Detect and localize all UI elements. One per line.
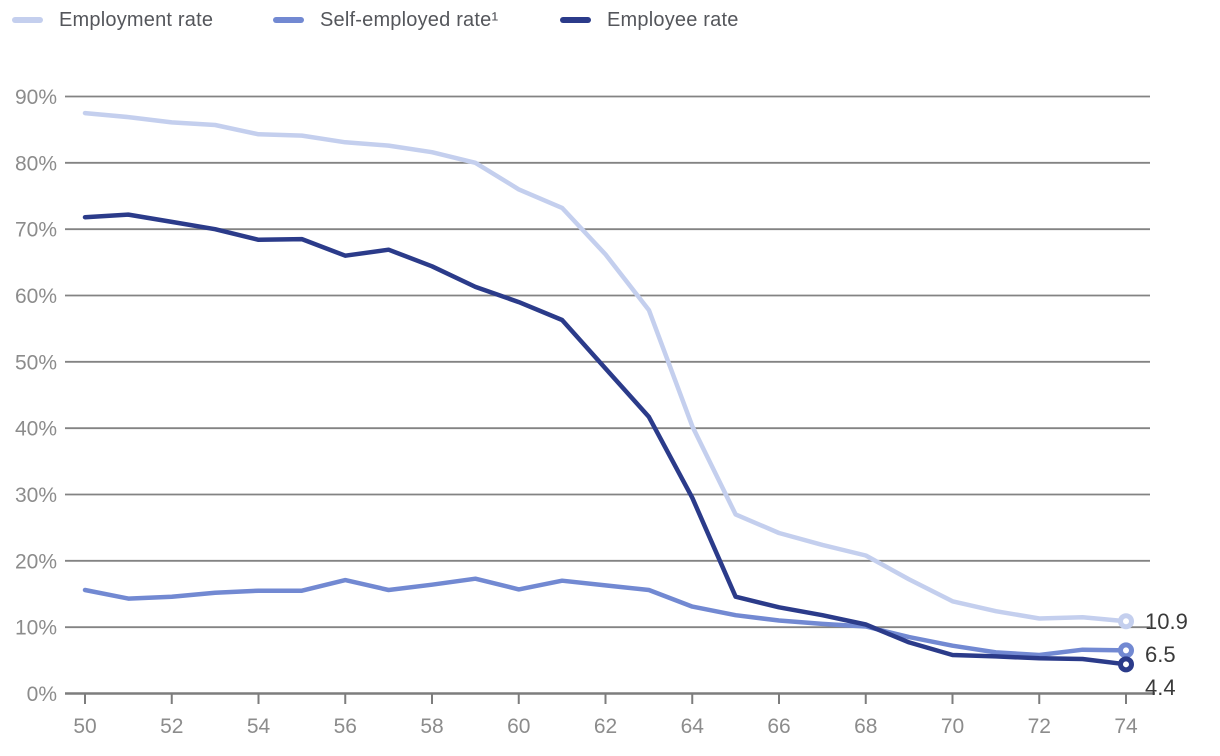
y-axis-label: 90% xyxy=(15,86,57,109)
x-axis-label: 56 xyxy=(334,715,357,738)
y-axis-label: 40% xyxy=(15,418,57,441)
legend-item-employment-rate: Employment rate xyxy=(12,8,213,32)
series-end-value-label-employee-rate: 4.4 xyxy=(1145,675,1176,700)
legend-swatch-self-employed-rate xyxy=(273,17,304,23)
series-end-marker-self-employed-rate xyxy=(1118,642,1134,659)
series-line-employment-rate xyxy=(82,110,1129,624)
y-axis-label: 30% xyxy=(15,484,57,507)
legend-label-employment-rate: Employment rate xyxy=(59,8,214,31)
legend-item-employee-rate: Employee rate xyxy=(560,8,739,32)
legend: Employment rate Self-employed rate¹ Empl… xyxy=(0,0,1220,40)
y-axis-label: 50% xyxy=(15,351,57,374)
x-axis-label: 70 xyxy=(941,715,964,738)
legend-label-self-employed-rate: Self-employed rate¹ xyxy=(320,8,499,31)
series-end-marker-employment-rate xyxy=(1118,613,1134,630)
x-axis-label: 50 xyxy=(73,715,96,738)
legend-label-employee-rate: Employee rate xyxy=(607,8,739,31)
y-axis-label: 20% xyxy=(15,550,57,573)
legend-item-self-employed-rate: Self-employed rate¹ xyxy=(273,8,498,32)
x-axis-label: 60 xyxy=(507,715,530,738)
series-line-self-employed-rate xyxy=(82,576,1129,658)
x-axis-label: 52 xyxy=(160,715,183,738)
x-axis-label: 64 xyxy=(681,715,705,738)
series-line-employee-rate xyxy=(82,212,1129,667)
x-axis-label: 66 xyxy=(767,715,790,738)
legend-swatch-employee-rate xyxy=(560,17,591,23)
series-end-marker-employee-rate xyxy=(1118,656,1134,673)
y-axis-label: 0% xyxy=(27,683,57,706)
x-axis-label: 54 xyxy=(247,715,271,738)
y-axis-label: 80% xyxy=(15,152,57,175)
y-axis-label: 10% xyxy=(15,617,57,640)
legend-swatch-employment-rate xyxy=(12,17,43,23)
series-end-value-label-self-employed-rate: 6.5 xyxy=(1145,642,1176,667)
x-axis-label: 62 xyxy=(594,715,617,738)
y-axis-label: 70% xyxy=(15,219,57,242)
y-axis-label: 60% xyxy=(15,285,57,308)
series-end-value-label-employment-rate: 10.9 xyxy=(1145,609,1188,634)
x-axis-label: 74 xyxy=(1114,715,1138,738)
x-axis-label: 58 xyxy=(420,715,443,738)
x-axis-label: 68 xyxy=(854,715,877,738)
x-axis-label: 72 xyxy=(1028,715,1051,738)
